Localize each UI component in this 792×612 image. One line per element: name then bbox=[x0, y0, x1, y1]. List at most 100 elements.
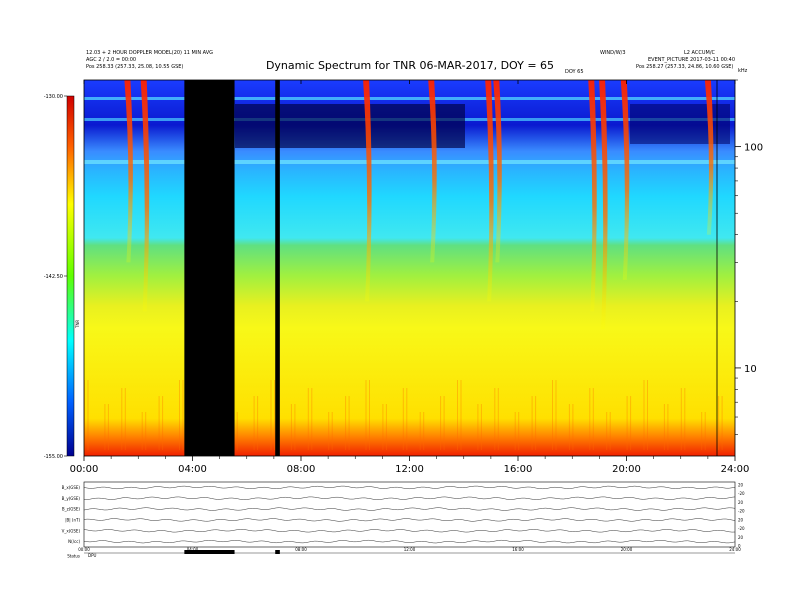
noise-streak bbox=[141, 412, 143, 450]
bottom-panel-x-tick: 08:00 bbox=[295, 547, 307, 552]
x-tick-label: 00:00 bbox=[70, 464, 99, 475]
bottom-panel-right-label: 20 bbox=[738, 535, 744, 540]
x-tick-label: 04:00 bbox=[178, 464, 207, 475]
bottom-panel-x-tick: 24:00 bbox=[729, 547, 741, 552]
x-tick-label: 16:00 bbox=[504, 464, 533, 475]
noise-streak bbox=[124, 388, 126, 450]
bottom-panel-trace bbox=[83, 529, 736, 533]
noise-streak bbox=[84, 380, 85, 450]
status-gap bbox=[275, 550, 280, 554]
noise-streak bbox=[643, 380, 645, 450]
burst-2 bbox=[363, 80, 372, 302]
bottom-panel-right-label: -20 bbox=[738, 526, 745, 531]
data-gap-1 bbox=[275, 80, 280, 456]
noise-streak bbox=[348, 396, 350, 450]
burst-9 bbox=[704, 80, 714, 235]
dark-region bbox=[235, 104, 465, 148]
status-note: DPU bbox=[88, 553, 96, 558]
noise-streak bbox=[663, 404, 665, 450]
noise-streak bbox=[236, 412, 238, 450]
bottom-panel-right-label: 20 bbox=[738, 483, 744, 488]
colorbar-tick-label: -130.00 bbox=[44, 94, 63, 100]
burst-0 bbox=[140, 80, 150, 312]
bottom-panel-label: Status bbox=[67, 554, 80, 559]
bottom-panel-trace bbox=[83, 539, 736, 544]
bottom-panel-right-label: -20 bbox=[738, 509, 745, 514]
noise-streak bbox=[331, 412, 333, 450]
bottom-panel-x-tick: 00:00 bbox=[78, 547, 90, 552]
noise-streak bbox=[457, 380, 458, 450]
noise-streak bbox=[568, 404, 570, 450]
noise-streak bbox=[402, 388, 404, 450]
noise-streak bbox=[365, 380, 367, 450]
bottom-panel-right-label: 20 bbox=[738, 500, 744, 505]
noise-streak bbox=[647, 380, 648, 450]
noise-streak bbox=[121, 388, 123, 450]
noise-streak bbox=[667, 404, 669, 450]
noise-streak bbox=[158, 396, 160, 450]
noise-streak bbox=[460, 380, 462, 450]
noise-streak bbox=[423, 412, 425, 450]
noise-streak bbox=[555, 380, 557, 450]
bottom-panel-label: |B| (nT) bbox=[65, 517, 80, 522]
noise-streak bbox=[477, 404, 479, 450]
corner-label: kHz bbox=[738, 68, 748, 74]
noise-streak bbox=[307, 388, 309, 450]
noise-streak bbox=[721, 396, 723, 450]
noise-streak bbox=[552, 380, 553, 450]
noise-streak bbox=[494, 388, 496, 450]
colorbar-tick-label: -142.50 bbox=[44, 274, 63, 280]
burst-6 bbox=[588, 80, 597, 312]
noise-streak bbox=[592, 388, 594, 450]
noise-streak bbox=[179, 380, 180, 450]
bottom-panel-right-label: 0 bbox=[738, 544, 741, 549]
x-tick-label: 08:00 bbox=[287, 464, 316, 475]
noise-streak bbox=[626, 396, 628, 450]
noise-streak bbox=[680, 388, 682, 450]
bottom-panel-x-tick: 20:00 bbox=[621, 547, 633, 552]
noise-streak bbox=[382, 404, 384, 450]
header-right-top1: WIND/W/3 bbox=[600, 50, 626, 56]
x-axis: 00:00 04:00 08:00 12:00 16:00 20:00 24:00 bbox=[70, 80, 750, 475]
burst-7 bbox=[599, 80, 608, 329]
band-line bbox=[84, 160, 735, 164]
noise-streak bbox=[104, 404, 106, 450]
header-right-line2: EVENT_PICTURE 2017-03-11 00:40 bbox=[648, 57, 736, 63]
bottom-panel-frame bbox=[83, 481, 736, 548]
burst-8 bbox=[620, 80, 630, 280]
colorbar-tick-label: -155.00 bbox=[44, 454, 63, 460]
noise-streak bbox=[518, 412, 520, 450]
bottom-panel-trace bbox=[83, 485, 736, 490]
noise-streak bbox=[531, 396, 533, 450]
noise-streak bbox=[630, 396, 632, 450]
burst-3 bbox=[428, 80, 437, 263]
noise-streak bbox=[419, 412, 421, 450]
noise-streak bbox=[701, 412, 703, 450]
bottom-panel-label: B_x(GSE) bbox=[62, 485, 81, 490]
noise-streak bbox=[162, 396, 164, 450]
noise-streak bbox=[253, 396, 255, 450]
data-gaps bbox=[184, 80, 718, 456]
noise-streak bbox=[443, 396, 445, 450]
noise-streak bbox=[440, 396, 442, 450]
noise-streak bbox=[480, 404, 482, 450]
bottom-panel-trace bbox=[84, 496, 736, 500]
noise-streak bbox=[182, 380, 184, 450]
noise-streak bbox=[704, 412, 706, 450]
noise-streak bbox=[535, 396, 537, 450]
bottom-panel-right-label: -20 bbox=[738, 491, 745, 496]
x-tick-label: 24:00 bbox=[721, 464, 750, 475]
data-gap-0 bbox=[184, 80, 235, 456]
burst-1 bbox=[124, 80, 133, 263]
noise-streak bbox=[328, 412, 330, 450]
noise-streak bbox=[270, 380, 272, 450]
noise-streak bbox=[290, 404, 292, 450]
bottom-panel-label: B_z(GSE) bbox=[62, 507, 81, 512]
noise-streak bbox=[274, 380, 275, 450]
noise-streak bbox=[609, 412, 611, 450]
colorbar-ticks: -130.00 -142.50 -155.00 bbox=[44, 94, 67, 460]
noise-streak bbox=[257, 396, 259, 450]
noise-streak bbox=[589, 388, 591, 450]
noise-streak bbox=[684, 388, 686, 450]
bottom-panel-right-label: 20 bbox=[738, 517, 744, 522]
